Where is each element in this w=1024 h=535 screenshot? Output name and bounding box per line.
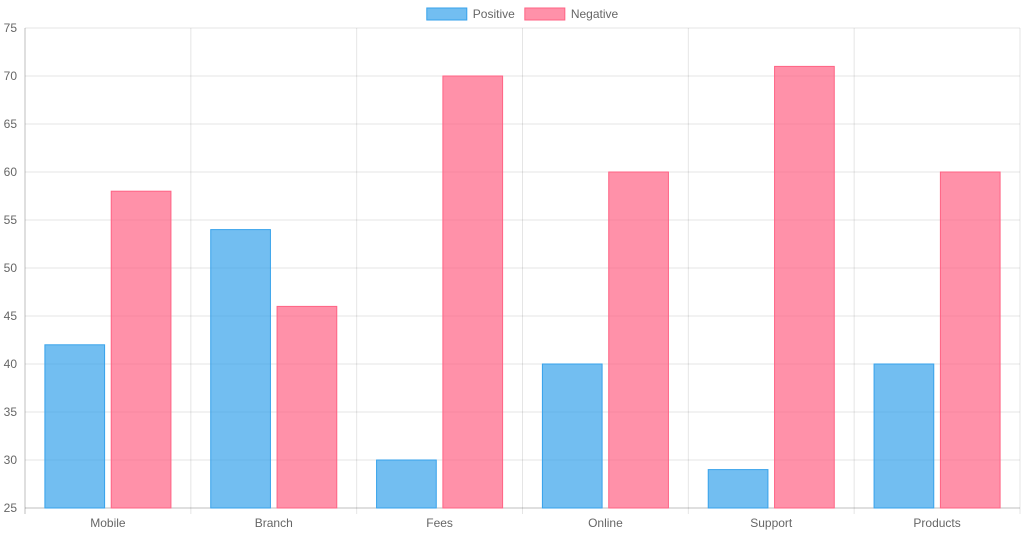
bar-negative-support[interactable] bbox=[774, 65, 835, 509]
bar-negative-products[interactable] bbox=[939, 171, 1001, 509]
bar-positive-online[interactable] bbox=[541, 363, 603, 509]
y-tick-label: 75 bbox=[4, 21, 18, 35]
bar-positive-products[interactable] bbox=[873, 363, 935, 509]
legend[interactable]: Positive Negative bbox=[426, 7, 619, 21]
legend-label-positive: Positive bbox=[473, 7, 515, 21]
y-tick-label: 55 bbox=[4, 213, 18, 227]
y-tick-label: 70 bbox=[4, 69, 18, 83]
y-tick-label: 25 bbox=[4, 501, 18, 515]
bars bbox=[44, 65, 1001, 509]
bar-positive-fees[interactable] bbox=[376, 459, 437, 509]
y-tick-label: 50 bbox=[4, 261, 18, 275]
bar-positive-support[interactable] bbox=[707, 469, 769, 509]
y-tick-label: 35 bbox=[4, 405, 18, 419]
legend-item-negative[interactable]: Negative bbox=[524, 7, 619, 21]
x-axis-ticks: Mobile Branch Fees Online Support Products bbox=[90, 516, 961, 530]
y-tick-label: 30 bbox=[4, 453, 18, 467]
legend-item-positive[interactable]: Positive bbox=[426, 7, 515, 21]
bar-negative-branch[interactable] bbox=[276, 305, 338, 509]
legend-swatch-negative bbox=[524, 7, 566, 21]
y-tick-label: 60 bbox=[4, 165, 18, 179]
bar-negative-fees[interactable] bbox=[442, 75, 504, 509]
grid-lines bbox=[24, 27, 1021, 514]
legend-label-negative: Negative bbox=[571, 7, 619, 21]
bar-positive-mobile[interactable] bbox=[44, 344, 106, 509]
y-tick-label: 45 bbox=[4, 309, 18, 323]
x-tick-label: Online bbox=[588, 516, 623, 530]
y-tick-label: 65 bbox=[4, 117, 18, 131]
legend-swatch-positive bbox=[426, 7, 468, 21]
x-tick-label: Products bbox=[913, 516, 960, 530]
bar-positive-branch[interactable] bbox=[210, 229, 271, 509]
x-tick-label: Mobile bbox=[90, 516, 126, 530]
x-tick-label: Fees bbox=[426, 516, 453, 530]
bar-negative-mobile[interactable] bbox=[110, 190, 172, 509]
x-tick-label: Branch bbox=[255, 516, 293, 530]
bar-negative-online[interactable] bbox=[608, 171, 669, 509]
y-axis-ticks: 25 30 35 40 45 50 55 60 65 70 75 bbox=[4, 21, 18, 515]
x-tick-label: Support bbox=[750, 516, 793, 530]
y-tick-label: 40 bbox=[4, 357, 18, 371]
